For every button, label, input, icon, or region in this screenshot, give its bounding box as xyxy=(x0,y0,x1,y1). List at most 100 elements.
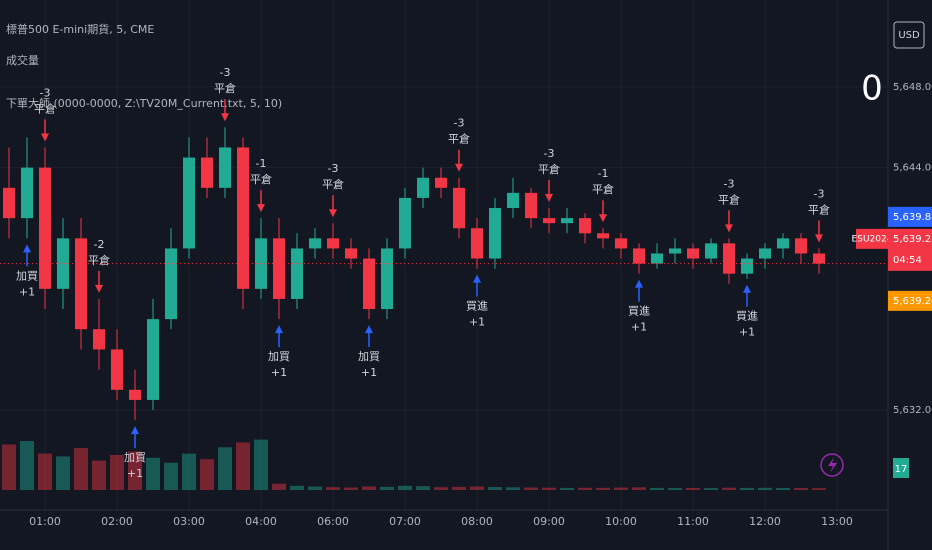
candle-body xyxy=(777,238,789,249)
signal-label: 加買 xyxy=(358,350,380,363)
volume-bar xyxy=(290,485,304,490)
candle-body xyxy=(93,329,105,350)
price-label-bg xyxy=(888,228,932,271)
candle-body xyxy=(291,248,303,299)
symbol-bg xyxy=(856,228,888,249)
volume-bar xyxy=(164,462,178,490)
signal-label: 加買 xyxy=(268,350,290,363)
signal: 11:30平倉-3sell xyxy=(718,177,740,233)
signal-label: 平倉 xyxy=(88,253,110,267)
arrow-head xyxy=(329,209,337,218)
volume-bar xyxy=(812,488,826,490)
signal: 06:30加買+1buy xyxy=(358,325,380,379)
signal-qty: +1 xyxy=(271,366,287,379)
candles: 00:3000:4501:0001:1501:3001:4502:0002:15… xyxy=(0,127,888,421)
candle-body xyxy=(273,238,285,299)
arrow-head xyxy=(599,214,607,223)
candle-body xyxy=(687,248,699,259)
currency-box[interactable] xyxy=(893,21,925,49)
candle-body xyxy=(129,389,141,400)
candle-body xyxy=(399,197,411,249)
x-tick-label: 07:00 xyxy=(389,515,421,528)
arrow-head xyxy=(41,133,49,142)
indicator: 下單大師 (0000-0000, Z:\TV20M_Current.txt, 5… xyxy=(6,96,282,110)
volume-bar xyxy=(56,456,70,490)
signal-qty: -3 xyxy=(724,177,735,190)
candle-body xyxy=(795,238,807,254)
currency[interactable]: USD xyxy=(898,30,920,41)
signal-label: 平倉 xyxy=(718,192,740,206)
badge: 17 xyxy=(895,464,908,475)
volume-bar xyxy=(686,487,700,490)
volume-bar xyxy=(398,485,412,490)
x-tick-label: 02:00 xyxy=(101,515,133,528)
signal-qty: +1 xyxy=(127,467,143,480)
signal: 01:45平倉-2sell xyxy=(88,238,110,293)
signal-qty: -3 xyxy=(328,162,339,175)
arrow-head xyxy=(455,163,463,172)
candle-body xyxy=(597,233,609,239)
volume-bar xyxy=(434,487,448,490)
volume-bar xyxy=(74,448,88,490)
price-label: 5,639.20 xyxy=(893,296,932,307)
signal-label: 平倉 xyxy=(322,177,344,191)
signal-label: 平倉 xyxy=(808,202,830,216)
volume-bar xyxy=(416,486,430,490)
volume-bar xyxy=(38,453,52,490)
volume-bar xyxy=(380,486,394,490)
price-label-bg xyxy=(888,206,932,227)
volume-bar xyxy=(614,487,628,490)
counter: 0 xyxy=(861,69,883,109)
arrow-head xyxy=(473,274,481,283)
signal: 08:00買進+1buy xyxy=(466,274,488,329)
signal-qty: -3 xyxy=(814,187,825,200)
candle-body xyxy=(75,238,87,330)
signal-qty: -2 xyxy=(94,238,105,251)
candle-body xyxy=(813,253,825,264)
x-tick-label: 13:00 xyxy=(821,515,853,528)
volume-bar xyxy=(146,457,160,490)
candle-body xyxy=(3,187,15,219)
axes: 5,648.00 5,644.00 5,632.00 01:00 02:00 03:00 0… xyxy=(29,82,932,528)
signal-qty: +1 xyxy=(631,321,647,334)
volume-bar xyxy=(362,486,376,490)
signal: 10:15買進+1buy xyxy=(628,279,650,334)
volume-bar xyxy=(506,487,520,490)
arrow-head xyxy=(635,279,643,288)
volume-bar xyxy=(254,439,268,490)
arrow-head xyxy=(257,204,265,213)
volume-bar xyxy=(722,487,736,490)
signal-label: 買進 xyxy=(466,300,488,313)
candle-body xyxy=(507,192,519,209)
x-tick-label: 12:00 xyxy=(749,515,781,528)
signal: 09:45平倉-1sell xyxy=(592,167,614,223)
volume-bar xyxy=(182,453,196,490)
price-label: 5,639.25 xyxy=(893,234,932,245)
volume-bar xyxy=(308,486,322,490)
volume-bar xyxy=(128,451,142,490)
signal: 01:00平倉-3sell xyxy=(34,86,56,142)
arrow-head xyxy=(743,284,751,293)
signal-label: 平倉 xyxy=(448,132,470,146)
signal-label: 買進 xyxy=(736,310,758,323)
badge-bg xyxy=(893,458,909,478)
candle-body xyxy=(147,319,159,400)
candle-body xyxy=(705,243,717,259)
signal-label: 加買 xyxy=(124,451,146,464)
candle-body xyxy=(525,192,537,219)
volume-bar xyxy=(794,488,808,490)
signal-qty: -3 xyxy=(454,117,465,130)
signal: 09:00平倉-3sell xyxy=(538,147,560,203)
candle-body xyxy=(471,228,483,259)
y-tick-label: 5,632.00 xyxy=(893,405,932,416)
arrow-head xyxy=(275,325,283,334)
y-tick-label: 5,648.00 xyxy=(893,82,932,93)
x-tick-label: 06:00 xyxy=(317,515,349,528)
signal-label: 加買 xyxy=(16,269,38,282)
volume-bar xyxy=(110,455,124,490)
signal-qty: -3 xyxy=(544,147,555,160)
lightning[interactable] xyxy=(828,457,837,473)
alert-icon[interactable] xyxy=(820,453,844,477)
